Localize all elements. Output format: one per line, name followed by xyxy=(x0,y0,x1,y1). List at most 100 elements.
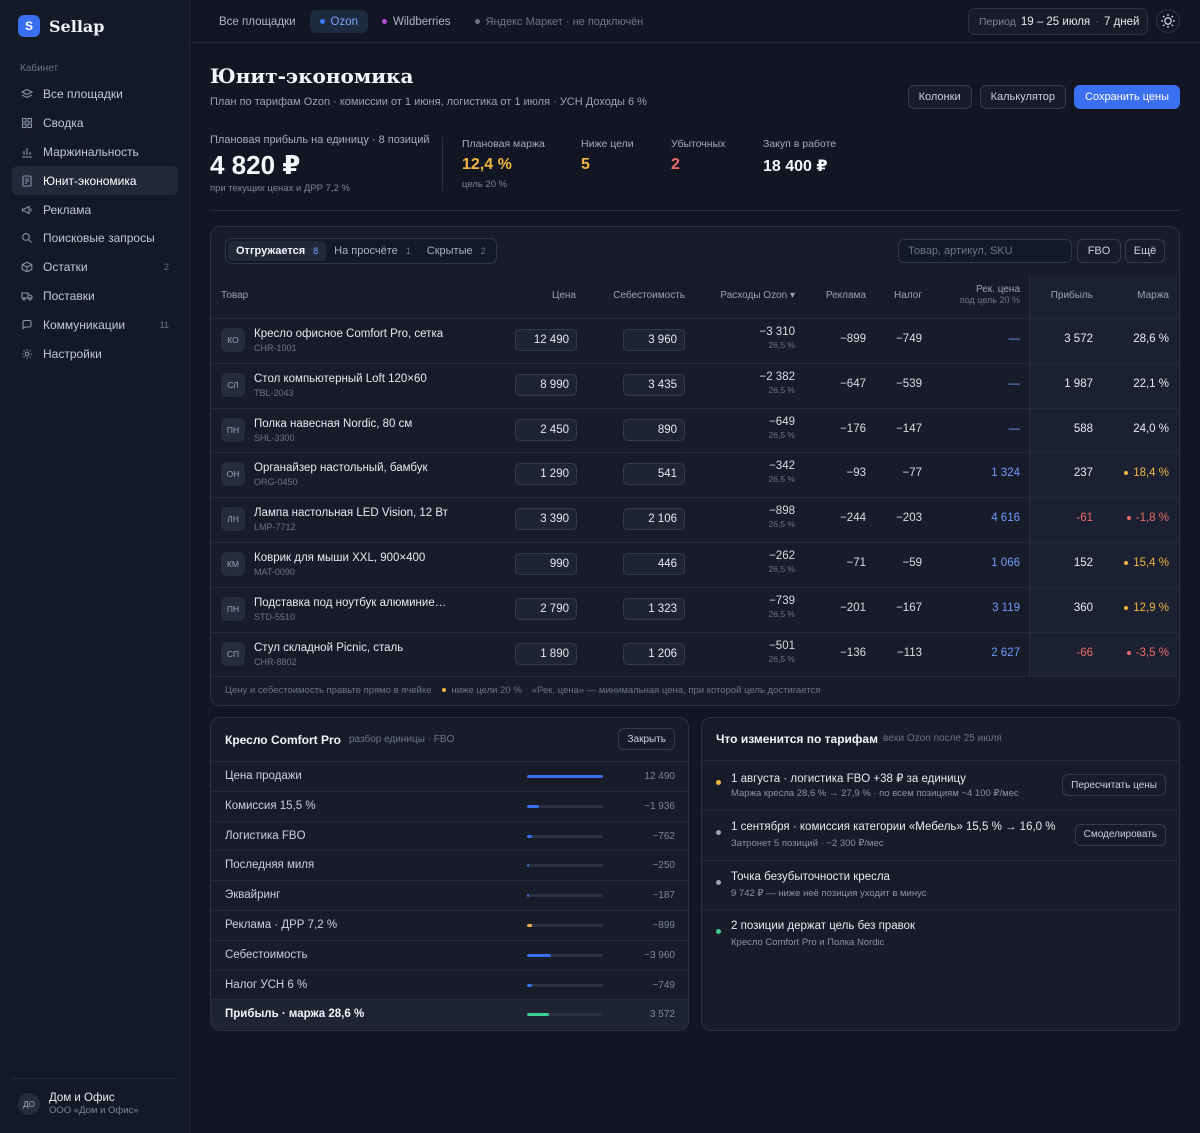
org-switcher[interactable]: ДО Дом и Офис ООО «Дом и Офис» xyxy=(18,1092,139,1116)
cost-input[interactable]: 3 435 xyxy=(623,373,685,396)
product-sku: LMP-7712 xyxy=(254,522,296,533)
col-header-expenses[interactable]: Расходы Ozon ▾ xyxy=(720,290,795,301)
row-divider xyxy=(211,631,1179,633)
marketplace-tab[interactable]: Ozon xyxy=(309,10,368,33)
brand[interactable]: S Sellap xyxy=(18,15,104,37)
sidebar-item-layers[interactable]: Все площадки xyxy=(12,80,178,109)
product-name[interactable]: Подставка под ноутбук алюминие… xyxy=(254,596,447,609)
price-input[interactable]: 8 990 xyxy=(515,373,577,396)
tab-shipping[interactable]: Отгружается 8 xyxy=(228,241,327,261)
marketplace-tab-label: Все площадки xyxy=(219,15,296,28)
cost-input[interactable]: 2 106 xyxy=(623,508,685,531)
product-name[interactable]: Стул складной Picnic, сталь xyxy=(254,641,404,654)
sidebar-item-search[interactable]: Поисковые запросы xyxy=(12,224,178,253)
save-prices-button[interactable]: Сохранить цены xyxy=(1074,85,1180,109)
price-input[interactable]: 3 390 xyxy=(515,508,577,531)
product-name[interactable]: Лампа настольная LED Vision, 12 Вт xyxy=(254,507,448,520)
unit-row-bar-track xyxy=(527,1013,603,1017)
kpi-item: Плановая маржа 12,4 % цель 20 % xyxy=(462,138,545,190)
price-input[interactable]: 2 450 xyxy=(515,418,577,441)
cost-input[interactable]: 1 206 xyxy=(623,642,685,665)
table-row[interactable]: СП Стул складной Picnic, сталь CHR-8802 1 8… xyxy=(211,632,1179,677)
col-header-rec-price-sub: под цель 20 % xyxy=(959,295,1020,305)
cost-input[interactable]: 541 xyxy=(623,463,685,486)
recommended-price[interactable]: 3 119 xyxy=(992,601,1020,614)
product-avatar: ОН xyxy=(221,462,245,487)
product-name[interactable]: Коврик для мыши XXL, 900×400 xyxy=(254,552,426,564)
unit-row-value: −749 xyxy=(652,979,675,991)
table-row[interactable]: ЛН Лампа настольная LED Vision, 12 Вт LMP-… xyxy=(211,497,1179,542)
marketplace-tab[interactable]: Все площадки xyxy=(209,10,306,33)
marketplace-tab[interactable]: Wildberries xyxy=(372,10,461,33)
recommended-price[interactable]: 1 324 xyxy=(991,467,1020,480)
kpi-label: Закуп в работе xyxy=(763,138,837,150)
price-input[interactable]: 1 890 xyxy=(515,642,577,665)
fbo-filter-button[interactable]: FBO xyxy=(1077,239,1121,263)
ads-cost: −93 xyxy=(846,467,866,480)
margin-value-text: 15,4 % xyxy=(1133,557,1169,569)
cost-input[interactable]: 446 xyxy=(623,553,685,575)
table-row[interactable]: ОН Органайзер настольный, бамбук ORG-0450 1… xyxy=(211,452,1179,497)
status-dot-icon xyxy=(716,929,721,935)
price-input[interactable]: 1 290 xyxy=(515,463,577,486)
recalculate-prices-button[interactable]: Пересчитать цены xyxy=(1062,774,1166,796)
cost-input[interactable]: 890 xyxy=(623,418,685,441)
table-row[interactable]: ПН Подставка под ноутбук алюминие… STD-551… xyxy=(211,587,1179,632)
col-header-profit[interactable]: Прибыль xyxy=(1050,290,1093,301)
product-name[interactable]: Полка навесная Nordic, 80 см xyxy=(254,417,413,430)
sidebar-item-chat[interactable]: Коммуникации 11 xyxy=(12,310,178,339)
sidebar-item-grid[interactable]: Сводка xyxy=(12,109,178,138)
more-filters-button[interactable]: Ещё xyxy=(1125,239,1165,263)
sidebar-item-gear[interactable]: Настройки xyxy=(12,339,178,368)
table-row[interactable]: СЛ Стол компьютерный Loft 120×60 TBL-2043 8… xyxy=(211,363,1179,408)
col-header-margin[interactable]: Маржа xyxy=(1137,290,1169,301)
product-sku: MAT-0090 xyxy=(254,567,295,577)
sidebar-section-label: Кабинет xyxy=(20,63,59,74)
price-input[interactable]: 12 490 xyxy=(515,329,577,351)
close-breakdown-button[interactable]: Закрыть xyxy=(618,728,675,750)
simulate-button[interactable]: Смоделировать xyxy=(1074,823,1166,846)
sidebar-item-truck[interactable]: Поставки xyxy=(12,282,178,311)
sidebar-item-bar-chart[interactable]: Маржинальность xyxy=(12,138,178,167)
table-row[interactable]: КМ Коврик для мыши XXL, 900×400 MAT-0090 99… xyxy=(211,542,1179,587)
table-row[interactable]: КО Кресло офисное Comfort Pro, сетка CHR-1… xyxy=(211,318,1179,363)
col-header-tax[interactable]: Налог xyxy=(894,290,922,301)
tab-calculating[interactable]: На просчёте 1 xyxy=(326,241,419,261)
col-header-rec-price[interactable]: Рек. цена под цель 20 % xyxy=(960,284,1020,305)
col-header-price[interactable]: Цена xyxy=(551,290,576,301)
marketplace-tab: Яндекс Маркет · не подключён xyxy=(465,10,654,33)
cost-input[interactable]: 1 323 xyxy=(623,597,685,620)
tab-hidden[interactable]: Скрытые 2 xyxy=(419,241,494,261)
recommended-price[interactable]: 1 066 xyxy=(991,557,1020,569)
unit-economics-table-card: Отгружается 8 На просчёте 1 Скрытые 2 Товар, … xyxy=(210,226,1180,706)
ozon-expenses-value: −739 xyxy=(769,594,795,607)
sidebar-item-megaphone[interactable]: Реклама xyxy=(12,195,178,224)
period-selector[interactable]: Период 19 – 25 июля · 7 дней xyxy=(968,8,1148,35)
sidebar-item-box[interactable]: Остатки 2 xyxy=(12,253,178,282)
margin-value: 12,9 % xyxy=(1124,602,1169,614)
tax-cost: −749 xyxy=(896,333,922,345)
search-input[interactable]: Товар, артикул, SKU xyxy=(898,239,1072,263)
margin-value: 28,6 % xyxy=(1133,333,1169,345)
unit-breakdown-card: Кресло Comfort Pro разбор единицы · FBO … xyxy=(210,717,689,1031)
tax-cost: −113 xyxy=(896,646,922,659)
col-header-cost[interactable]: Себестоимость xyxy=(613,290,685,301)
col-header-product[interactable]: Товар xyxy=(221,290,249,301)
cost-input[interactable]: 3 960 xyxy=(623,329,685,351)
theme-toggle-sun-icon[interactable] xyxy=(1156,9,1180,33)
product-name[interactable]: Стол компьютерный Loft 120×60 xyxy=(254,372,427,385)
price-input[interactable]: 990 xyxy=(515,553,577,575)
product-name[interactable]: Кресло офисное Comfort Pro, сетка xyxy=(254,328,444,340)
price-input[interactable]: 2 790 xyxy=(515,597,577,620)
table-row[interactable]: ПН Полка навесная Nordic, 80 см SHL-3300 2 … xyxy=(211,408,1179,453)
ozon-expenses-value: −898 xyxy=(769,505,795,518)
recommended-price[interactable]: 2 627 xyxy=(991,646,1020,659)
recommended-price[interactable]: 4 616 xyxy=(991,512,1020,525)
calculator-button[interactable]: Калькулятор xyxy=(979,85,1066,109)
columns-button[interactable]: Колонки xyxy=(907,85,972,109)
sidebar-item-document[interactable]: Юнит-экономика xyxy=(12,166,178,196)
sidebar-item-label: Юнит-экономика xyxy=(43,173,137,188)
status-dot-icon xyxy=(716,879,721,885)
product-name[interactable]: Органайзер настольный, бамбук xyxy=(254,462,428,475)
col-header-ads[interactable]: Реклама xyxy=(825,290,866,301)
